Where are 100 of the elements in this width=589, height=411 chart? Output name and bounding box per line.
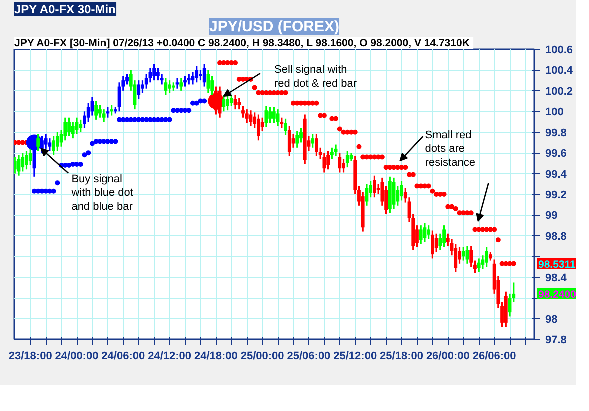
x-tick-label: 23/18:00: [8, 350, 52, 362]
x-tick-label: 25/18:00: [380, 350, 424, 362]
y-tick-label: 98.8: [546, 230, 567, 243]
candlestick: [195, 65, 199, 84]
candlestick: [288, 125, 292, 157]
candlestick: [346, 150, 350, 168]
y-tick-label: 100.6: [546, 44, 574, 56]
candlestick: [430, 230, 434, 260]
point: [90, 141, 95, 146]
x-tick-label: 25/06:00: [287, 350, 331, 362]
point: [202, 98, 208, 104]
candlestick: [338, 152, 342, 174]
x-tick-label: 25/12:00: [334, 350, 378, 362]
candlestick: [434, 233, 438, 254]
candlestick: [226, 94, 230, 112]
candlestick: [400, 180, 404, 202]
candlestick: [477, 258, 481, 273]
candlestick: [102, 108, 106, 123]
point: [167, 117, 172, 122]
candlestick: [168, 80, 172, 94]
point: [113, 139, 118, 144]
candlestick: [257, 114, 260, 142]
candlestick: [419, 224, 423, 246]
candlestick: [284, 118, 288, 136]
candlestick: [110, 104, 114, 117]
candlestick: [106, 106, 110, 119]
annotation: Small red dots are resistance: [425, 129, 476, 169]
candlestick: [462, 246, 466, 262]
y-tick-label: 98: [546, 314, 558, 326]
point: [156, 117, 161, 122]
point: [171, 108, 176, 114]
candlestick: [156, 67, 160, 82]
chart-subtitle: JPY A0-FX [30-Min] 07/26/13 +0.0400 C 98.2400, H 98.3480, L 98.1600, O 98.2000, V 14.7310K: [14, 38, 470, 50]
y-tick-label: 99.6: [546, 148, 567, 160]
y-tick-label: 99.2: [546, 190, 567, 202]
candlestick: [322, 152, 326, 174]
chart-title: JPY/USD (FOREX): [209, 18, 340, 36]
candlestick: [79, 119, 83, 134]
candlestick: [280, 117, 284, 130]
point: [186, 108, 192, 114]
point: [51, 188, 56, 194]
candlestick: [230, 94, 234, 108]
point: [55, 180, 60, 186]
candlestick: [21, 152, 25, 173]
candlestick: [202, 63, 206, 88]
candlestick: [427, 224, 431, 240]
y-tick-label: 99: [546, 210, 558, 222]
candlestick: [48, 138, 52, 152]
candlestick: [245, 108, 249, 124]
candlestick: [292, 134, 296, 149]
x-tick-label: 24/00:00: [55, 350, 99, 362]
point: [194, 100, 200, 106]
candlestick: [137, 80, 141, 100]
y-tick-label: 100.4: [546, 65, 574, 78]
candlestick: [396, 185, 400, 207]
candlestick: [164, 78, 168, 96]
y-tick-label: 100: [546, 106, 564, 119]
point: [86, 150, 92, 156]
candlestick: [326, 150, 330, 170]
point: [82, 152, 88, 158]
candlestick: [485, 246, 489, 268]
x-tick-label: 24/12:00: [148, 350, 192, 362]
candlestick: [300, 127, 303, 144]
candlestick: [56, 132, 60, 152]
candlestick: [28, 148, 32, 166]
candlestick: [14, 156, 17, 175]
x-tick-label: 26/06:00: [472, 350, 516, 362]
candlestick: [184, 76, 187, 88]
candlestick: [180, 78, 184, 92]
y-tick-label: 97.8: [546, 334, 567, 346]
point: [124, 117, 130, 122]
candlestick: [272, 106, 276, 124]
candlestick: [52, 136, 56, 156]
candlestick: [25, 150, 28, 170]
candlestick: [268, 106, 272, 124]
candlestick: [36, 134, 40, 152]
candlestick: [342, 158, 346, 174]
point: [136, 117, 142, 122]
candlestick: [152, 63, 156, 82]
candlestick: [466, 245, 470, 265]
text: JPY A0-FX 30-Min: [14, 2, 116, 16]
candlestick: [373, 175, 376, 198]
point: [190, 100, 196, 106]
candlestick: [68, 117, 71, 138]
y-tick-label: 100.2: [546, 86, 574, 98]
x-tick-label: 26/00:00: [426, 350, 470, 362]
candlestick: [242, 106, 245, 119]
x-tick-label: 25/00:00: [240, 350, 284, 362]
candlestick: [264, 106, 268, 128]
candlestick: [98, 104, 102, 119]
text: 98.5311: [538, 258, 576, 271]
candlestick: [315, 134, 318, 157]
annotation: Sell signal with red dot & red bar: [274, 64, 358, 90]
candlestick: [75, 117, 79, 136]
y-tick-label: 99.4: [546, 168, 568, 181]
candlestick: [44, 134, 48, 150]
point: [66, 163, 72, 168]
candlestick: [276, 108, 280, 127]
candlestick: [458, 246, 462, 265]
x-tick-label: 24/06:00: [102, 350, 146, 362]
